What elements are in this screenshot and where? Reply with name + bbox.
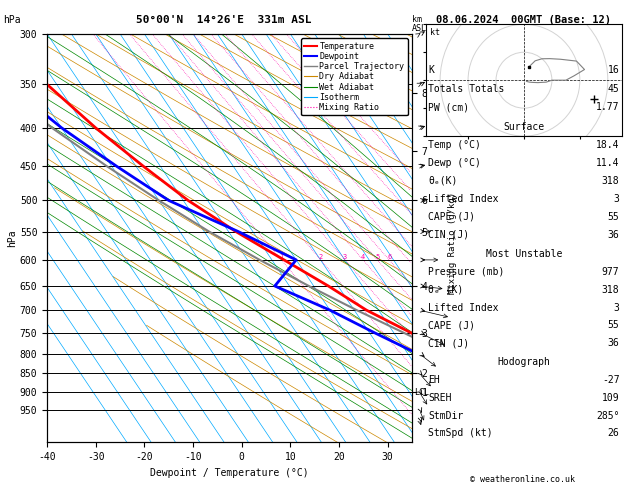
X-axis label: Dewpoint / Temperature (°C): Dewpoint / Temperature (°C) (150, 468, 309, 478)
Text: CAPE (J): CAPE (J) (428, 212, 476, 222)
Text: Temp (°C): Temp (°C) (428, 140, 481, 150)
Y-axis label: hPa: hPa (7, 229, 17, 247)
Text: km
ASL: km ASL (412, 15, 427, 33)
Text: 36: 36 (608, 229, 620, 240)
Text: Lifted Index: Lifted Index (428, 194, 499, 204)
Text: 3: 3 (613, 302, 620, 312)
Text: 4: 4 (361, 254, 365, 260)
Text: 2: 2 (319, 254, 323, 260)
Text: K: K (428, 66, 435, 75)
Text: Lifted Index: Lifted Index (428, 302, 499, 312)
Text: Most Unstable: Most Unstable (486, 249, 562, 259)
Text: StmSpd (kt): StmSpd (kt) (428, 428, 493, 438)
Text: 08.06.2024  00GMT (Base: 12): 08.06.2024 00GMT (Base: 12) (437, 15, 611, 25)
Text: hPa: hPa (3, 15, 21, 25)
Text: -27: -27 (602, 375, 620, 385)
Text: SREH: SREH (428, 393, 452, 403)
Text: θₑ (K): θₑ (K) (428, 285, 464, 295)
Text: Hodograph: Hodograph (498, 358, 550, 367)
Text: 5: 5 (375, 254, 379, 260)
Text: 50°00'N  14°26'E  331m ASL: 50°00'N 14°26'E 331m ASL (135, 15, 311, 25)
Text: LCL: LCL (415, 387, 430, 397)
Text: © weatheronline.co.uk: © weatheronline.co.uk (470, 474, 574, 484)
Text: EH: EH (428, 375, 440, 385)
Text: 977: 977 (602, 267, 620, 277)
Text: 45: 45 (608, 84, 620, 94)
Text: 109: 109 (602, 393, 620, 403)
Text: CAPE (J): CAPE (J) (428, 320, 476, 330)
Text: Pressure (mb): Pressure (mb) (428, 267, 505, 277)
Text: 26: 26 (608, 428, 620, 438)
Text: StmDir: StmDir (428, 411, 464, 421)
Text: 18.4: 18.4 (596, 140, 620, 150)
Text: Surface: Surface (503, 122, 545, 132)
Text: 6: 6 (387, 254, 391, 260)
Text: Mixing Ratio (g/kg): Mixing Ratio (g/kg) (448, 192, 457, 294)
Text: CIN (J): CIN (J) (428, 338, 470, 348)
Text: 16: 16 (608, 66, 620, 75)
Text: 1: 1 (279, 254, 284, 260)
Text: 318: 318 (602, 285, 620, 295)
Text: 285°: 285° (596, 411, 620, 421)
Text: 55: 55 (608, 320, 620, 330)
Text: PW (cm): PW (cm) (428, 103, 470, 112)
Text: 11.4: 11.4 (596, 158, 620, 168)
Legend: Temperature, Dewpoint, Parcel Trajectory, Dry Adiabat, Wet Adiabat, Isotherm, Mi: Temperature, Dewpoint, Parcel Trajectory… (301, 38, 408, 115)
Text: 55: 55 (608, 212, 620, 222)
Text: θₑ(K): θₑ(K) (428, 176, 458, 186)
Text: Dewp (°C): Dewp (°C) (428, 158, 481, 168)
Text: 3: 3 (343, 254, 347, 260)
Text: kt: kt (430, 28, 440, 36)
Text: 3: 3 (613, 194, 620, 204)
Text: 318: 318 (602, 176, 620, 186)
Text: Totals Totals: Totals Totals (428, 84, 505, 94)
Text: 1.77: 1.77 (596, 103, 620, 112)
Text: 36: 36 (608, 338, 620, 348)
Text: CIN (J): CIN (J) (428, 229, 470, 240)
